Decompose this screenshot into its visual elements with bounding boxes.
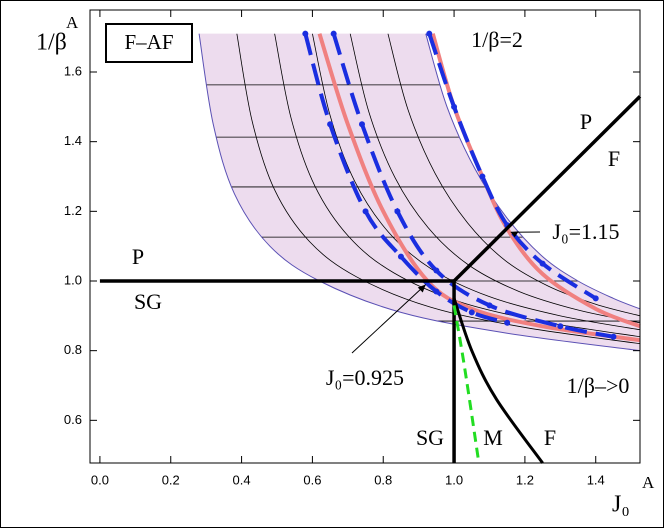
series-marker <box>433 267 440 274</box>
series-marker <box>592 295 599 302</box>
series-marker <box>610 333 617 340</box>
annotation: P <box>580 109 592 134</box>
y-tick-label: 1.0 <box>64 272 82 287</box>
arrow-head <box>510 231 519 238</box>
series-marker <box>433 288 440 295</box>
x-axis-label: J₀ <box>612 492 630 518</box>
series-marker <box>330 30 337 37</box>
x-tick-label: 0.2 <box>162 472 180 487</box>
series-marker <box>479 173 486 180</box>
x-tick-label: 0.8 <box>374 472 392 487</box>
annotation: 1/β=2 <box>471 27 523 52</box>
y-axis-superscript: A <box>66 13 79 32</box>
series-line <box>452 297 544 464</box>
annotation: F <box>608 146 620 171</box>
series-marker <box>327 121 334 128</box>
series-marker <box>539 260 546 267</box>
x-tick-label: 0.6 <box>303 472 321 487</box>
annotation: P <box>132 244 144 269</box>
series-marker <box>397 253 404 260</box>
arrow-head <box>417 284 426 293</box>
region-right-edge <box>425 33 641 310</box>
y-tick-label: 1.2 <box>64 203 82 218</box>
y-tick-label: 1.4 <box>64 133 82 148</box>
series-marker <box>451 103 458 110</box>
region-curve <box>387 33 640 317</box>
x-tick-label: 0.0 <box>91 472 109 487</box>
y-tick-label: 1.6 <box>64 63 82 78</box>
annotation-arrow <box>351 284 427 354</box>
series-line <box>317 33 641 343</box>
region-curve <box>236 33 640 345</box>
x-tick-label: 1.0 <box>445 472 463 487</box>
plot-frame <box>89 9 641 464</box>
annotation: F <box>544 425 556 450</box>
annotation: M <box>483 425 503 450</box>
annotation: J₀=0.925 <box>326 365 404 390</box>
series-marker <box>358 121 365 128</box>
x-tick-label: 1.2 <box>516 472 534 487</box>
plot-layer: 0.0 0.2 0.4 0.6 0.8 1.0 1.2 1.4 0.6 0.8 1.0 1.2 1.4 1… <box>64 9 642 487</box>
x-axis-superscript: A <box>642 473 655 492</box>
series-marker <box>302 30 309 37</box>
series-marker <box>468 309 475 316</box>
series-marker <box>504 319 511 326</box>
region-curve <box>349 33 640 324</box>
annotation: SG <box>416 425 444 450</box>
region-left-edge <box>198 33 641 352</box>
legend-box-text: F–AF <box>124 30 173 54</box>
y-axis-label: 1/β <box>36 30 67 56</box>
annotation: SG <box>134 289 162 314</box>
series-marker <box>486 302 493 309</box>
region-fill <box>199 33 640 351</box>
series-marker <box>362 208 369 215</box>
series-marker <box>426 30 433 37</box>
y-tick-label: 0.6 <box>64 412 82 427</box>
annotation: J₀=1.15 <box>552 219 619 244</box>
series-marker <box>557 323 564 330</box>
legend-box <box>105 23 193 63</box>
series-line <box>452 95 642 283</box>
annotation: 1/β–>0 <box>567 373 630 398</box>
x-tick-label: 0.4 <box>233 472 251 487</box>
series-marker <box>394 208 401 215</box>
y-tick-label: 0.8 <box>64 342 82 357</box>
x-tick-label: 1.4 <box>587 472 605 487</box>
